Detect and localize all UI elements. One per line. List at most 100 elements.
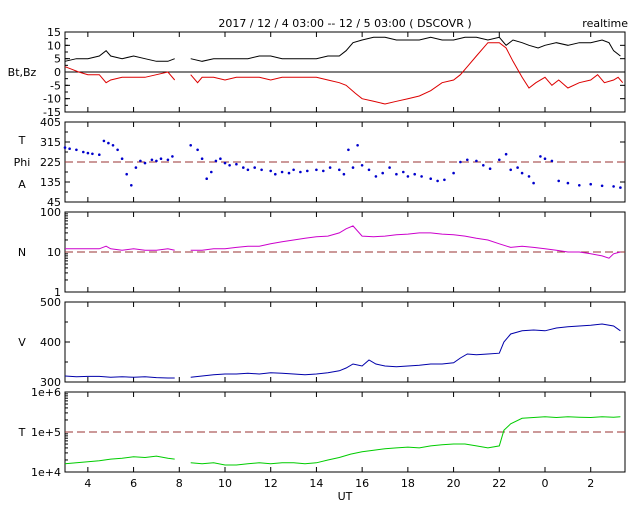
data-point [612,185,615,188]
x-tick-label: 4 [84,477,91,490]
y-axis-label: Phi [14,156,31,169]
data-point [280,170,284,174]
data-point [543,157,547,160]
data-point [102,139,106,143]
data-point [91,152,94,156]
series-line-1 [64,416,621,466]
data-point [116,148,119,152]
panel-2: 405 315 225 135 45 T Phi A [14,116,626,209]
data-point [360,164,364,167]
y-tick-label: 0 [54,66,61,79]
data-point [395,172,398,176]
data-point [242,166,245,169]
y-tick-label: 5 [54,53,61,66]
data-point [402,170,405,174]
y-axis-label: T [18,134,26,147]
y-tick-label: 400 [40,336,61,349]
panels: 151050-5-10-15Bt,Bz40531522513545TPhiA10… [8,26,626,479]
data-point [374,175,378,178]
data-point [260,168,263,172]
data-point [504,152,508,156]
data-point [214,159,218,163]
data-point [166,158,170,162]
data-point [539,155,542,158]
y-axis-label: V [18,336,26,349]
data-point [159,157,163,160]
data-point [107,141,110,145]
data-point [436,179,439,183]
x-tick-label: 22 [492,477,506,490]
data-point [292,168,295,172]
data-point [253,166,256,169]
data-point [482,164,485,167]
x-tick-label: 12 [264,477,278,490]
data-point [488,167,492,170]
data-point [299,170,302,174]
data-point [420,175,423,178]
panel-5: 1e+6 1e+5 1e+4 T [18,386,626,479]
series-line-1 [64,36,621,62]
data-point [143,161,147,165]
panel-4: 500 400 300 V [18,296,626,389]
data-point [287,171,291,175]
data-point [338,168,341,172]
data-point [219,157,222,160]
y-axis-label: N [18,246,26,259]
y-tick-label: 100 [40,206,61,219]
x-tick-label: 8 [176,477,183,490]
panel-3: 100 10 1 N [18,206,626,299]
data-point [200,157,204,160]
y-tick-label: 1 [54,286,61,299]
data-point [550,159,554,163]
data-point [150,158,154,162]
data-point [532,181,535,185]
data-point [111,144,115,147]
x-tick-label: 6 [130,477,137,490]
data-point [328,166,332,169]
x-tick-label: 20 [447,477,461,490]
series-line-1 [64,323,621,379]
y-axis-label: Bt,Bz [8,66,37,79]
data-point [509,168,512,172]
data-point [246,168,250,172]
data-point [139,159,142,163]
data-point [429,177,433,180]
realtime-label: realtime [582,17,628,30]
x-tick-label: 18 [401,477,415,490]
y-tick-label: -5 [50,79,61,92]
data-point [367,168,371,172]
data-point [235,162,238,166]
data-point [388,166,391,169]
y-tick-label: 135 [40,176,61,189]
data-point [75,148,78,152]
data-point [86,151,90,155]
x-tick-label: 10 [218,477,232,490]
data-point [269,169,273,173]
y-tick-label: -15 [43,106,61,119]
y-tick-label: 300 [40,376,61,389]
data-point [356,144,359,147]
data-point [196,148,199,152]
data-point [406,175,410,178]
x-axis-label: UT [338,490,353,503]
data-point [443,178,446,182]
data-point [134,166,138,169]
data-point [516,166,519,169]
y-tick-label: 405 [40,116,61,129]
data-point [315,168,318,172]
data-point [381,171,385,175]
data-point [210,170,213,174]
data-point [459,160,462,164]
data-point [475,159,478,163]
data-point [589,182,592,186]
y-tick-label: 315 [40,136,61,149]
data-point [347,148,350,152]
y-tick-label: 45 [47,196,61,209]
data-point [228,164,231,167]
panel-frame [64,301,626,383]
data-point [68,147,71,150]
data-point [322,169,325,173]
data-point [63,146,67,149]
data-point [98,153,101,156]
